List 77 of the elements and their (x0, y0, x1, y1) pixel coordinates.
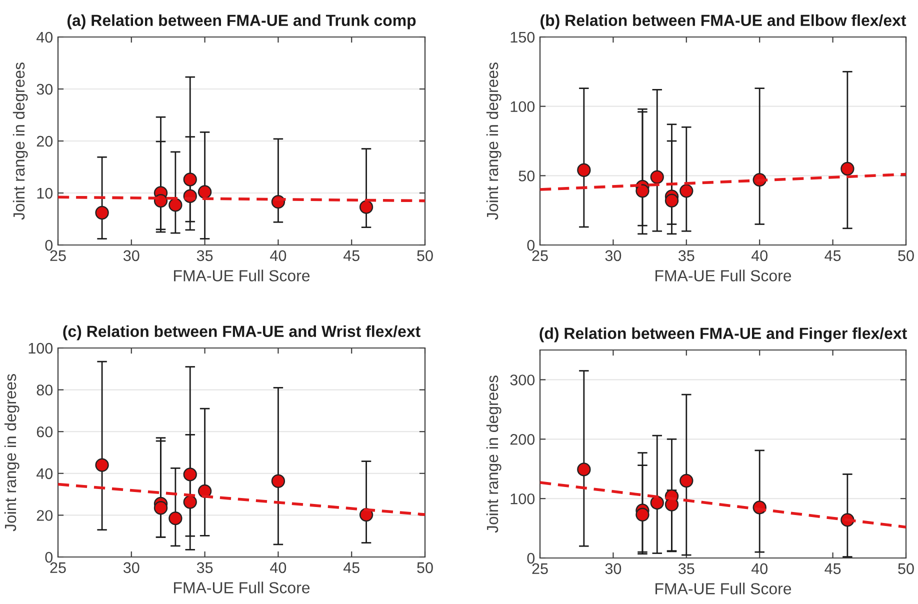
y-tick-label: 30 (36, 84, 53, 95)
y-tick-label: 60 (36, 426, 53, 438)
y-axis-title: Joint range in degrees (4, 374, 20, 532)
point (577, 163, 591, 177)
y-tick-label: 20 (36, 510, 53, 521)
x-tick-label: 35 (196, 250, 213, 262)
x-tick-label: 50 (898, 563, 914, 574)
x-tick-label: 25 (532, 563, 548, 574)
point (183, 468, 197, 482)
y-tick-label: 40 (36, 468, 53, 480)
y-tick-label: 0 (527, 240, 535, 251)
x-tick-label: 40 (751, 563, 768, 574)
y-tick-label: 100 (510, 101, 535, 112)
y-tick-label: 40 (36, 32, 53, 43)
x-axis-title: FMA-UE Full Score (656, 582, 792, 594)
x-tick-label: 50 (898, 250, 914, 262)
x-tick-label: 30 (123, 562, 140, 574)
x-tick-label: 30 (605, 563, 622, 574)
point (271, 474, 286, 488)
point (840, 162, 854, 176)
point (168, 512, 182, 526)
point (154, 501, 168, 515)
point (680, 474, 694, 488)
x-tick-label: 45 (824, 250, 841, 262)
x-tick-label: 30 (123, 250, 140, 262)
x-tick-label: 30 (605, 250, 622, 262)
point (198, 185, 212, 199)
point (680, 184, 694, 198)
x-axis-title: FMA-UE Full Score (174, 582, 310, 594)
point (636, 184, 650, 198)
x-axis-title: FMA-UE Full Score (656, 270, 792, 282)
point (95, 206, 109, 220)
point (650, 496, 664, 510)
x-tick-label: 40 (751, 250, 768, 262)
y-tick-label: 0 (45, 552, 53, 563)
x-tick-label: 45 (824, 563, 841, 574)
x-tick-label: 25 (50, 562, 66, 574)
x-axis-title: FMA-UE Full Score (174, 270, 310, 282)
x-tick-label: 25 (532, 250, 548, 262)
point (183, 172, 197, 186)
x-tick-label: 35 (678, 563, 694, 574)
x-tick-label: 40 (270, 250, 286, 262)
y-tick-label: 0 (45, 240, 53, 251)
point (636, 508, 650, 522)
chart-title: (b) Relation between FMA-UE and Elbow flex/ext (540, 14, 906, 30)
point (168, 198, 182, 212)
y-axis-title: Joint range in degrees (12, 62, 28, 220)
y-axis-title: Joint range in degrees (486, 62, 502, 220)
y-tick-label: 80 (36, 384, 53, 396)
x-tick-label: 50 (417, 250, 433, 262)
x-tick-label: 35 (678, 250, 694, 262)
y-tick-label: 0 (527, 552, 535, 564)
point (359, 200, 374, 214)
x-tick-label: 45 (343, 250, 360, 262)
chart-title: (d) Relation between FMA-UE and Finger flex/ext (540, 327, 907, 342)
point (95, 458, 109, 472)
point (664, 194, 679, 208)
y-axis-title: Joint range in degrees (486, 376, 502, 533)
y-tick-label: 100 (510, 493, 535, 504)
x-tick-label: 25 (50, 250, 66, 262)
y-tick-label: 50 (518, 170, 535, 182)
y-tick-label: 300 (510, 374, 535, 386)
chart-title: (a) Relation between FMA-UE and Trunk comp (67, 14, 416, 30)
x-tick-label: 40 (270, 562, 286, 574)
point (183, 495, 197, 509)
chart-title: (c) Relation between FMA-UE and Wrist flex/ext (63, 325, 420, 340)
point (154, 194, 168, 208)
y-tick-label: 200 (510, 434, 535, 445)
y-tick-label: 100 (28, 342, 53, 354)
y-tick-label: 150 (510, 32, 535, 43)
y-tick-label: 20 (36, 136, 53, 147)
x-tick-label: 50 (417, 562, 433, 574)
y-tick-label: 10 (37, 188, 53, 199)
point (650, 170, 664, 184)
point (577, 462, 591, 476)
x-tick-label: 35 (196, 562, 213, 574)
x-tick-label: 45 (343, 562, 360, 574)
